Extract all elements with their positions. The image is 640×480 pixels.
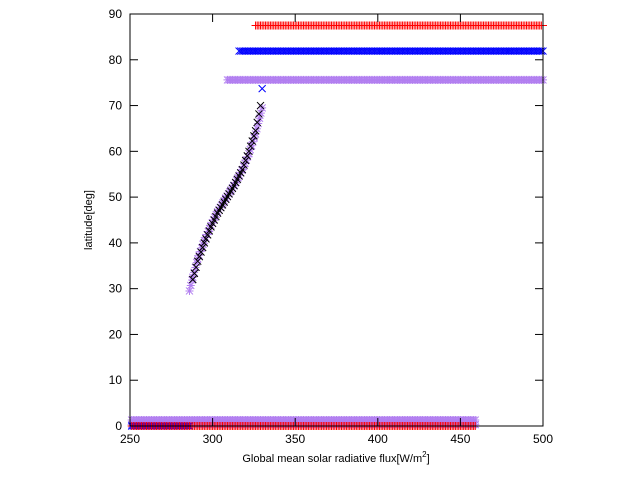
- data-point: [240, 159, 249, 168]
- data-point: [185, 286, 194, 295]
- x-tick-label: 250: [120, 432, 140, 446]
- data-point: [250, 133, 259, 142]
- data-point: [201, 233, 210, 242]
- x-tick-label: 350: [285, 432, 305, 446]
- x-tick-label: 300: [203, 432, 223, 446]
- data-point: [256, 109, 265, 118]
- series-1: [127, 47, 547, 430]
- data-point: [241, 156, 250, 165]
- y-tick-label: 10: [109, 373, 123, 387]
- y-tick-label: 40: [109, 236, 123, 250]
- data-point: [188, 273, 197, 282]
- y-tick-label: 80: [109, 53, 123, 67]
- data-point: [190, 269, 199, 278]
- data-point: [205, 227, 214, 235]
- data-point: [471, 416, 480, 425]
- data-point: [255, 114, 264, 123]
- data-point: [243, 152, 252, 160]
- y-tick-label: 60: [109, 144, 123, 158]
- data-point: [256, 101, 265, 110]
- data-point: [186, 281, 195, 290]
- x-axis-title: Global mean solar radiative flux[W/m2]: [242, 450, 429, 465]
- x-tick-label: 450: [450, 432, 470, 446]
- y-tick-label: 0: [115, 419, 122, 433]
- data-point: [198, 243, 207, 252]
- data-point: [192, 263, 200, 272]
- data-point: [195, 251, 204, 260]
- y-tick-label: 90: [109, 7, 123, 21]
- data-point: [190, 268, 199, 277]
- y-tick-label: 50: [109, 190, 123, 204]
- data-point: [250, 132, 258, 140]
- data-point: [203, 231, 212, 239]
- y-tick-label: 30: [109, 282, 123, 296]
- data-point: [251, 126, 260, 135]
- x-tick-label: 500: [533, 432, 553, 446]
- series-3: [127, 75, 547, 429]
- data-point: [246, 142, 255, 151]
- data-point: [258, 84, 267, 93]
- data-point: [255, 110, 263, 118]
- y-axis-title: latitude[deg]: [83, 190, 95, 250]
- data-point: [535, 47, 544, 55]
- y-tick-label: 70: [109, 99, 123, 113]
- data-point: [240, 161, 248, 169]
- data-point: [195, 252, 204, 261]
- x-tick-label: 400: [368, 432, 388, 446]
- data-point: [248, 137, 257, 145]
- data-point: [193, 257, 202, 266]
- series-layer: [127, 21, 547, 430]
- data-point: [537, 47, 546, 55]
- data-point: [239, 162, 248, 171]
- data-point: [238, 165, 247, 174]
- data-point: [245, 147, 253, 156]
- data-point: [188, 275, 197, 284]
- series-2: [188, 101, 265, 284]
- tick-labels-layer: 250 300 350 400 450 500 0 10 20 30 40 50 60 70 80 90: [109, 7, 554, 446]
- ticks-layer: [129, 13, 544, 427]
- plot-frame: [129, 13, 544, 427]
- data-point: [253, 118, 262, 127]
- data-point: [200, 239, 209, 247]
- data-point: [197, 248, 205, 256]
- y-tick-label: 20: [109, 327, 123, 341]
- data-point: [202, 235, 210, 243]
